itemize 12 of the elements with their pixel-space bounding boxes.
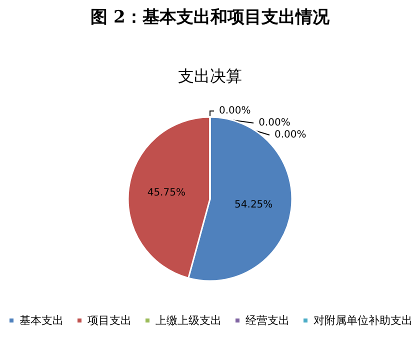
text: 0.00% [274,130,306,140]
legend-label: 上缴上级支出 [156,314,222,327]
legend-label: 基本支出 [20,314,64,327]
data-label: 45.75% [147,188,186,199]
chart-title: 图 2：基本支出和项目支出情况 [90,8,330,28]
legend-label: 经营支出 [246,314,290,327]
chart-subtitle: 支出决算 [178,66,242,86]
legend-label: 项目支出 [88,314,132,327]
legend-label: 对附属单位补助支出 [314,314,412,327]
text: 0.00% [258,118,290,128]
data-label: 54.25% [234,199,273,210]
text: 0.00% [219,106,251,116]
